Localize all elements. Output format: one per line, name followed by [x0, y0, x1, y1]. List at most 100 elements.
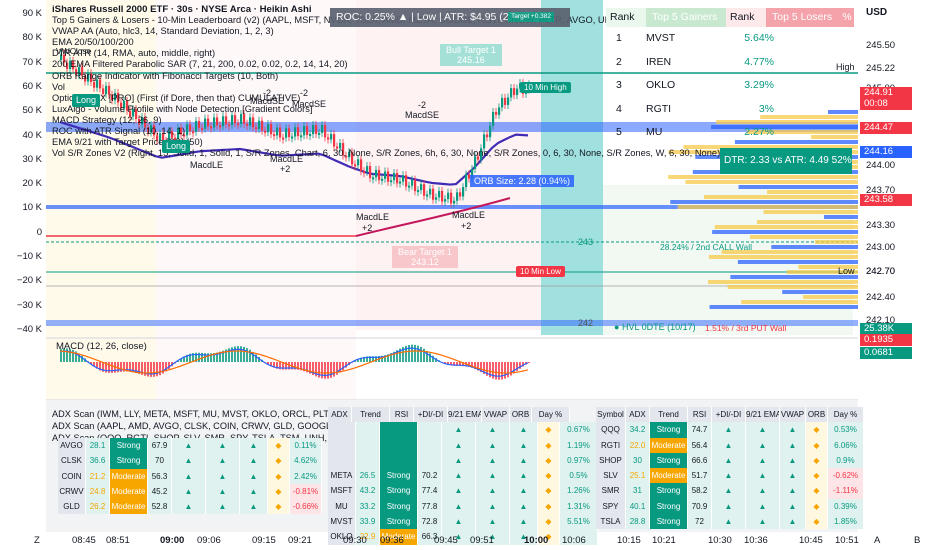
- chart-title[interactable]: iShares Russell 2000 ETF · 30s · NYSE Ar…: [52, 4, 312, 15]
- macd-bar: [516, 362, 518, 372]
- cell-trend: Strong: [650, 452, 688, 469]
- macd-bar: [138, 362, 140, 374]
- volume-profile-bar: [685, 180, 858, 184]
- macd-bar: [270, 362, 272, 367]
- candle-body: [246, 123, 249, 126]
- macd-bar: [387, 354, 389, 362]
- volume-axis-tick: 0: [36, 226, 42, 238]
- volume-profile-bar: [771, 245, 858, 249]
- candle-body: [309, 134, 312, 137]
- cell-trend: Moderate: [380, 529, 418, 545]
- cell-trend: [380, 452, 418, 469]
- legend-item[interactable]: LuxAlgo - Volume Profile with Node Detec…: [52, 103, 313, 114]
- trend-up-icon: ▲: [712, 498, 746, 515]
- macd-bar: [306, 362, 308, 373]
- macd-bar: [267, 362, 269, 365]
- legend-item[interactable]: VWAP AA (Auto, hlc3, 14, Standard Deviat…: [52, 26, 274, 37]
- candle-body: [453, 200, 456, 204]
- currency-label[interactable]: USD: [866, 7, 888, 18]
- price-axis[interactable]: High 245.22 Low 242.70 245.50245.00244.5…: [836, 0, 932, 538]
- candle-body: [243, 114, 246, 124]
- orb-diamond-icon: ◆: [538, 452, 560, 469]
- legend-item[interactable]: ORB Range Indicator with Fibonacci Targe…: [52, 70, 279, 81]
- macd-bar: [228, 348, 230, 362]
- legend-item[interactable]: DTR ATR (14, RMA, auto, middle, right): [52, 48, 216, 59]
- macd-bar: [336, 362, 338, 375]
- trend-up-icon: ▲: [206, 453, 240, 469]
- ten-min-low-label: 10 Min Low: [516, 266, 565, 277]
- candle-body: [492, 111, 495, 126]
- legend-item[interactable]: 200 EMA Filtered Parabolic SAR (7, 21, 2…: [52, 59, 348, 70]
- macd-bar: [456, 362, 458, 366]
- volume-profile-bar: [811, 135, 858, 139]
- cell-rsi: 70.2: [418, 468, 442, 484]
- candle-body: [195, 120, 198, 132]
- table-row: AVGO 28.1 Strong 67.9 ▲ ▲ ▲ ◆ 0.11%: [58, 438, 322, 454]
- legend-item[interactable]: Options GEX [PRO] (First (if Dore, then …: [52, 92, 301, 103]
- minus2-label-2: -2: [300, 88, 309, 98]
- roc-text: ROC: 0.25% ▲ | Low | ATR: $4.95 (2.02%): [336, 11, 537, 23]
- volume-axis-tick: −10 K: [16, 251, 42, 262]
- macd-bar: [522, 362, 524, 367]
- volume-profile-bar: [721, 250, 858, 254]
- cell-day: 1.19%: [560, 437, 598, 453]
- candle-body: [237, 123, 240, 126]
- table-row: META 26.5 Strong 70.2 ▲ ▲ ▲ ◆ 0.5%: [328, 468, 598, 484]
- macd-bar: [471, 362, 473, 368]
- orb-diamond-icon: ◆: [268, 499, 290, 515]
- macd-bar: [360, 357, 362, 362]
- price-axis-tick: 242.10: [866, 315, 896, 326]
- macd-bar: [501, 362, 503, 380]
- candle-body: [315, 125, 318, 134]
- adx-scan-legend-item[interactable]: ADX Scan (IWM, LLY, META, MSFT, MU, MVST…: [52, 409, 534, 419]
- legend-item[interactable]: Vol: [52, 81, 65, 92]
- volume-profile-bar: [756, 220, 858, 224]
- macd-bar: [165, 362, 167, 372]
- macd-bar: [234, 346, 236, 362]
- volume-profile-bar: [741, 300, 858, 304]
- candle-body: [126, 100, 129, 111]
- table-header-cell: 9/21 EMA: [448, 407, 482, 423]
- cell-adx: 33.2: [356, 498, 380, 515]
- candle-body: [189, 124, 192, 132]
- plus2-label-3: +2: [461, 221, 472, 231]
- legend-item[interactable]: EMA 20/50/100/200: [52, 37, 134, 48]
- orb-diamond-icon: ◆: [268, 468, 290, 484]
- candle-body: [219, 125, 222, 128]
- minus2-label-3: -2: [418, 100, 427, 110]
- candle-body: [405, 175, 408, 187]
- macd-bar: [333, 362, 335, 377]
- trend-up-icon: ▲: [442, 529, 476, 545]
- macd-bar: [159, 362, 161, 376]
- log-scale-toggle[interactable]: B: [914, 535, 921, 546]
- cell-rsi: 77.8: [418, 498, 442, 515]
- volume-axis[interactable]: 90 K 80 K 70 K 60 K 50 K 40 K 30 K 20 K 10 K 0 −10…: [0, 0, 46, 538]
- candle-body: [411, 179, 414, 186]
- legend-item[interactable]: ROC with ATR Signal (10, 14, 1): [52, 126, 186, 137]
- time-axis-tick: 10:15: [617, 535, 641, 546]
- macd-bar: [342, 362, 344, 371]
- cell-adx: 22.0: [626, 437, 650, 453]
- adx-scan-legend-item[interactable]: ADX Scan (AAPL, AMD, AVGO, CLSK, COIN, C…: [52, 421, 542, 431]
- trend-up-icon: ▲: [780, 498, 806, 515]
- ema-line: [59, 120, 529, 186]
- candle-body: [351, 152, 354, 165]
- legend-item[interactable]: MACD Strategy (12, 26, 9): [52, 114, 162, 125]
- macd-histogram: [60, 344, 530, 380]
- macd-bar: [147, 362, 149, 377]
- candle-body: [426, 194, 429, 197]
- trend-up-icon: ▲: [206, 483, 240, 500]
- candle-body: [201, 127, 204, 130]
- legend-item[interactable]: Vol S/R Zones V2 (Right, 15, Solid, 1, S…: [52, 148, 721, 159]
- price-tag: 243.58: [860, 194, 912, 206]
- goto-icon[interactable]: Z: [34, 535, 40, 546]
- trend-up-icon: ▲: [442, 468, 476, 484]
- legend-item[interactable]: EMA 9/21 with Target Price [SS] (50): [52, 137, 203, 148]
- cell-sym: RGTI: [596, 437, 626, 453]
- candle-body: [483, 134, 486, 149]
- time-axis[interactable]: Z A B 08:45 08:51 09:00 09:06 09:15 09:21 09:3…: [0, 532, 932, 550]
- table-row: RGTI 22.0 Moderate 56.4 ▲ ▲ ▲ ◆ 6.06%: [596, 437, 864, 453]
- macd-pane-title[interactable]: MACD (12, 26, close): [56, 341, 147, 352]
- auto-scale-toggle[interactable]: A: [874, 535, 881, 546]
- candle-body: [105, 85, 108, 94]
